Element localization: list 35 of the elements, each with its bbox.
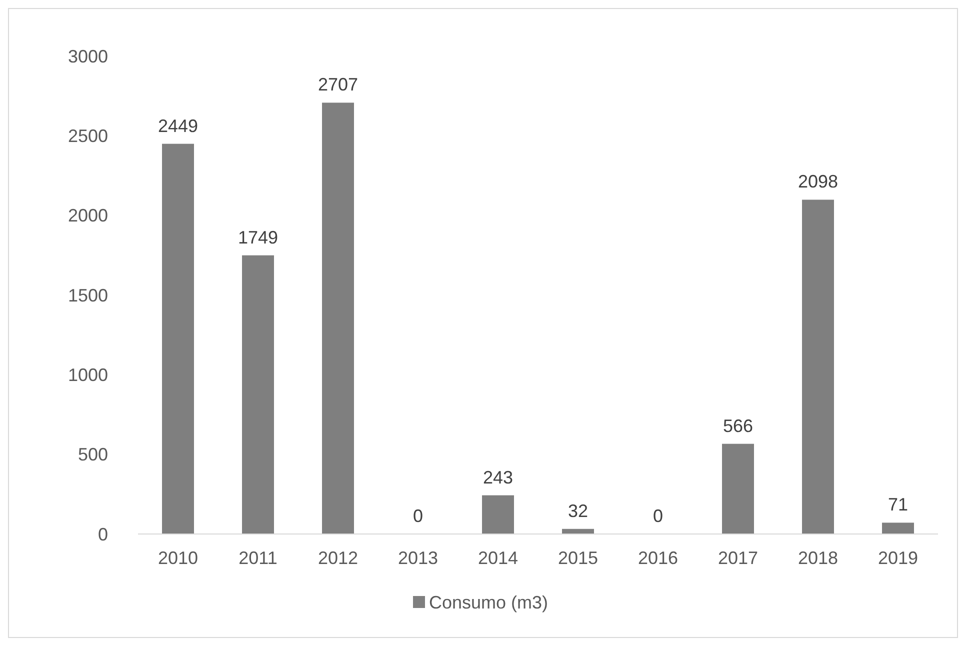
bar bbox=[802, 200, 834, 534]
y-tick-label: 500 bbox=[78, 444, 108, 465]
bar bbox=[882, 522, 914, 534]
y-tick-label: 1000 bbox=[68, 364, 108, 385]
data-label: 32 bbox=[568, 500, 588, 521]
x-tick-label: 2019 bbox=[878, 548, 918, 568]
bar bbox=[482, 495, 514, 534]
data-label: 0 bbox=[412, 506, 424, 526]
data-label: 71 bbox=[888, 494, 908, 515]
bar bbox=[162, 144, 194, 534]
x-tick-label: 2010 bbox=[158, 548, 198, 568]
x-tick-label: 2017 bbox=[718, 548, 758, 568]
y-tick-label: 0 bbox=[98, 524, 108, 544]
legend-label: Consumo (m3) bbox=[429, 592, 548, 612]
data-label: 2449 bbox=[158, 116, 198, 136]
x-tick-label: 2016 bbox=[638, 548, 678, 568]
data-label: 1749 bbox=[238, 227, 278, 248]
data-label: 2098 bbox=[798, 172, 838, 192]
x-tick-label: 2014 bbox=[478, 548, 518, 568]
bar bbox=[322, 102, 354, 534]
x-tick-label: 2012 bbox=[318, 548, 358, 568]
x-tick-label: 2013 bbox=[398, 548, 438, 568]
bar bbox=[242, 255, 274, 534]
data-label: 243 bbox=[482, 467, 514, 488]
data-label: 566 bbox=[722, 416, 754, 436]
x-tick-label: 2011 bbox=[238, 548, 278, 568]
x-tick-label: 2015 bbox=[558, 548, 598, 568]
x-tick-label: 2018 bbox=[798, 548, 838, 568]
y-tick-label: 2000 bbox=[68, 206, 108, 226]
y-tick-label: 3000 bbox=[68, 46, 108, 66]
data-label: 0 bbox=[652, 506, 664, 526]
data-label: 2707 bbox=[318, 74, 358, 95]
bar bbox=[722, 444, 754, 534]
y-tick-label: 1500 bbox=[68, 285, 108, 306]
y-tick-label: 2500 bbox=[68, 126, 108, 146]
